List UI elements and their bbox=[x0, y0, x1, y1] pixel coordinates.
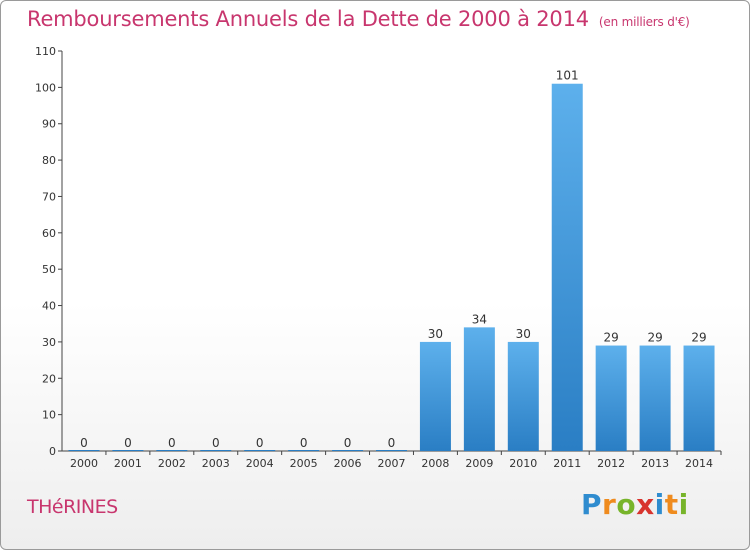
y-tick-label: 40 bbox=[42, 300, 56, 313]
x-tick-label: 2011 bbox=[553, 457, 581, 470]
x-tick-label: 2006 bbox=[334, 457, 362, 470]
x-tick-label: 2012 bbox=[597, 457, 625, 470]
x-tick-label: 2003 bbox=[202, 457, 230, 470]
bar bbox=[639, 345, 671, 451]
x-tick-label: 2008 bbox=[421, 457, 449, 470]
y-tick-label: 80 bbox=[42, 154, 56, 167]
chart-value-labels: 0 0 0 0 0 0 0 0 30 34 30 101 29 29 29 bbox=[80, 69, 707, 450]
bar bbox=[376, 450, 407, 451]
bar bbox=[551, 83, 583, 452]
y-tick-label: 30 bbox=[42, 336, 56, 349]
y-tick-label: 90 bbox=[42, 118, 56, 131]
chart-title-text: Remboursements Annuels de la Dette de 20… bbox=[27, 7, 589, 31]
y-tick-label: 0 bbox=[49, 445, 56, 458]
bar-value-label: 30 bbox=[428, 327, 443, 341]
bar bbox=[244, 450, 276, 451]
bar bbox=[332, 450, 364, 451]
bar-value-label: 29 bbox=[647, 331, 662, 345]
chart-axes: 0 10 20 30 40 50 60 70 80 90 100 110 2000 2001 2002 200… bbox=[35, 45, 722, 470]
bar-value-label: 0 bbox=[80, 436, 88, 450]
bar bbox=[112, 450, 144, 451]
bar-value-label: 29 bbox=[604, 331, 619, 345]
y-tick-label: 60 bbox=[42, 227, 56, 240]
bar-value-label: 0 bbox=[168, 436, 176, 450]
x-tick-label: 2000 bbox=[70, 457, 98, 470]
x-tick-label: 2014 bbox=[685, 457, 713, 470]
bar-value-label: 30 bbox=[516, 327, 531, 341]
bar bbox=[683, 345, 715, 451]
bar-value-label: 0 bbox=[256, 436, 264, 450]
proxiti-logo: Proxiti bbox=[581, 488, 689, 521]
bar bbox=[200, 450, 232, 451]
x-tick-label: 2010 bbox=[509, 457, 537, 470]
bar bbox=[419, 341, 451, 451]
chart-bars bbox=[68, 83, 715, 452]
x-tick-label: 2004 bbox=[246, 457, 274, 470]
bar bbox=[463, 327, 495, 451]
chart-unit: (en milliers d'€) bbox=[598, 15, 690, 29]
x-tick-label: 2013 bbox=[641, 457, 669, 470]
x-tick-label: 2009 bbox=[465, 457, 493, 470]
bar-value-label: 34 bbox=[472, 312, 487, 326]
chart-title: Remboursements Annuels de la Dette de 20… bbox=[27, 7, 690, 31]
commune-name: THéRINES bbox=[27, 496, 118, 518]
bar-value-label: 101 bbox=[556, 69, 579, 83]
y-tick-label: 50 bbox=[42, 263, 56, 276]
y-tick-label: 20 bbox=[42, 372, 56, 385]
bar bbox=[156, 450, 188, 451]
y-tick-label: 10 bbox=[42, 409, 56, 422]
bar-value-label: 0 bbox=[344, 436, 352, 450]
x-tick-label: 2002 bbox=[158, 457, 186, 470]
bar-value-label: 0 bbox=[388, 436, 396, 450]
x-tick-label: 2005 bbox=[290, 457, 318, 470]
x-tick-label: 2001 bbox=[114, 457, 142, 470]
bar bbox=[288, 450, 320, 451]
bar-value-label: 0 bbox=[300, 436, 308, 450]
x-tick-label: 2007 bbox=[378, 457, 406, 470]
y-tick-label: 110 bbox=[35, 45, 56, 58]
bar-value-label: 0 bbox=[212, 436, 220, 450]
bar bbox=[507, 341, 539, 451]
y-tick-label: 70 bbox=[42, 190, 56, 203]
bar bbox=[595, 345, 627, 451]
bar bbox=[68, 450, 100, 451]
y-tick-label: 100 bbox=[35, 81, 56, 94]
bar-value-label: 29 bbox=[691, 331, 706, 345]
bar-value-label: 0 bbox=[124, 436, 132, 450]
